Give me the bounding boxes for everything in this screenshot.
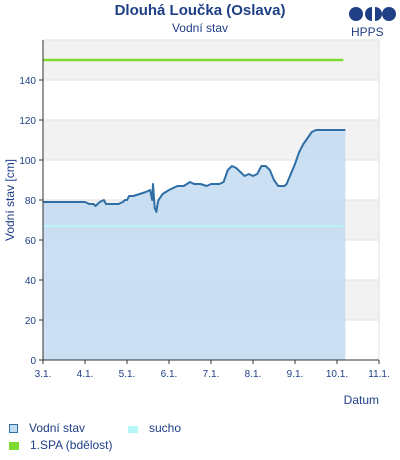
y-tick-label: 0 <box>30 356 36 367</box>
legend-swatch-water-level <box>9 424 18 433</box>
legend-label: Vodní stav <box>29 421 86 435</box>
x-tick-label: 5.1. <box>119 369 136 380</box>
water-level-area <box>43 130 346 360</box>
logo-text: HPPS <box>351 25 384 39</box>
y-tick-label: 140 <box>19 76 36 87</box>
chart-title: Dlouhá Loučka (Oslava) <box>114 2 286 19</box>
y-tick-label: 40 <box>25 276 37 287</box>
legend-swatch-drought <box>128 426 138 433</box>
x-tick-label: 7.1. <box>203 369 220 380</box>
y-tick-label: 60 <box>25 236 37 247</box>
water-level-line <box>43 129 346 213</box>
x-tick-label: 8.1. <box>245 369 262 380</box>
x-tick-label: 4.1. <box>77 369 94 380</box>
x-tick-label: 11.1. <box>368 369 390 380</box>
y-tick-label: 20 <box>25 316 37 327</box>
legend-item-spa1: 1.SPA (bdělost) <box>9 438 113 452</box>
hpps-logo-icon <box>349 7 396 21</box>
legend-item-water-level: Vodní stav <box>9 421 85 435</box>
x-tick-label: 3.1. <box>35 369 52 380</box>
legend-item-drought: sucho <box>128 421 181 435</box>
x-tick-label: 9.1. <box>287 369 304 380</box>
y-tick-label: 100 <box>19 156 36 167</box>
x-tick-label: 6.1. <box>161 369 178 380</box>
y-tick-label: 80 <box>25 196 37 207</box>
x-axis-label: Datum <box>344 393 379 407</box>
x-tick-label: 10.1. <box>326 369 348 380</box>
legend-label: 1.SPA (bdělost) <box>30 438 113 452</box>
y-tick-label: 120 <box>19 116 36 127</box>
legend-label: sucho <box>149 421 182 435</box>
legend-swatch-spa1 <box>9 442 19 450</box>
y-axis-label: Vodní stav [cm] <box>3 159 17 241</box>
chart-subtitle: Vodní stav <box>171 21 229 35</box>
